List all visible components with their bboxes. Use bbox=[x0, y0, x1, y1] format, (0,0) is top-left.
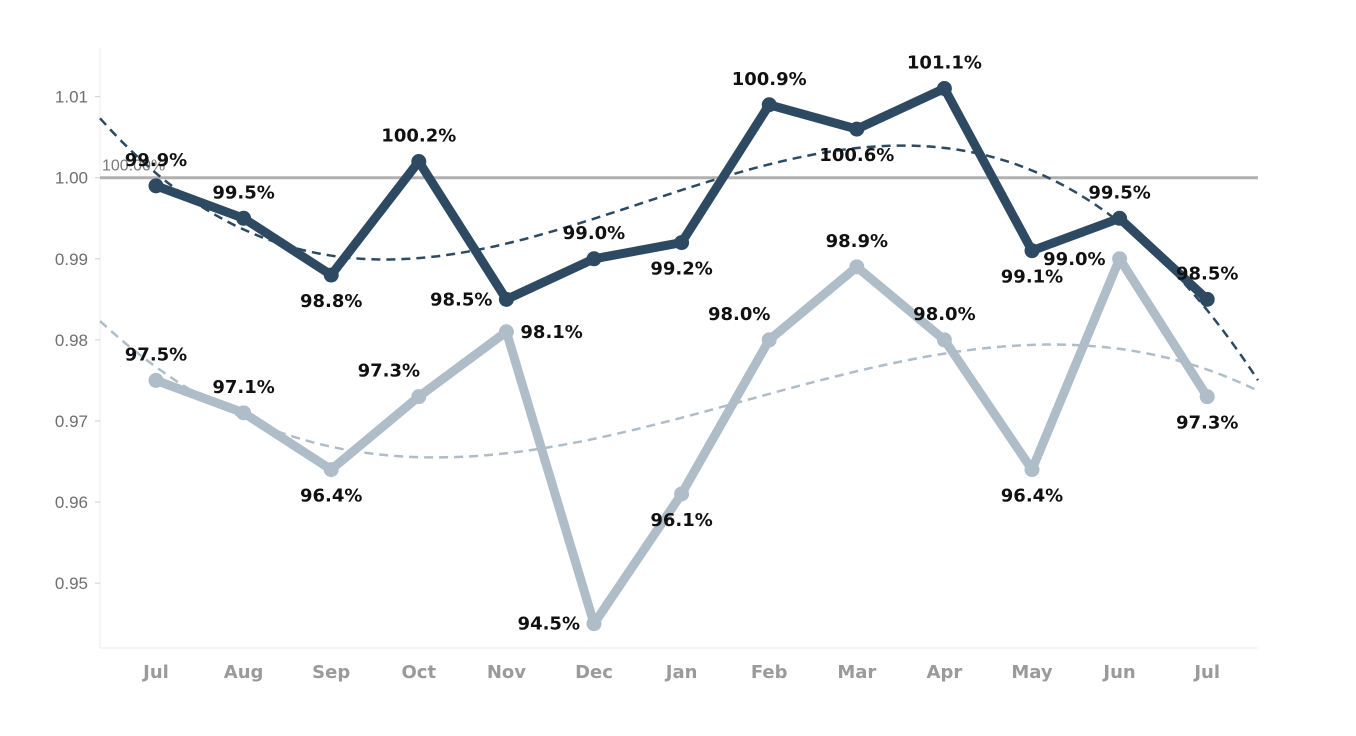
data-label: 97.3% bbox=[358, 361, 420, 382]
trend-line-1 bbox=[99, 117, 1260, 381]
data-label: 96.4% bbox=[300, 486, 362, 507]
x-tick-label: Aug bbox=[224, 662, 264, 683]
data-point bbox=[674, 235, 690, 251]
data-label: 98.9% bbox=[826, 231, 888, 252]
data-point bbox=[323, 267, 339, 283]
y-tick-label: 0.96 bbox=[55, 493, 88, 512]
data-label: 100.2% bbox=[381, 126, 456, 147]
x-tick-label: Apr bbox=[927, 662, 963, 683]
data-label: 97.1% bbox=[212, 377, 274, 398]
data-point bbox=[586, 251, 602, 267]
data-label: 98.0% bbox=[913, 304, 975, 325]
data-labels: 99.9% 99.5% 98.8% 100.2% 98.5% 99.0% 99.2% 100.… bbox=[125, 53, 1239, 635]
axes: 0.95 0.96 0.97 0.98 0.99 1.00 1.01 Jul Aug Sep Oct… bbox=[55, 48, 1258, 683]
y-tick-label: 1.01 bbox=[55, 88, 88, 107]
x-tick-label: Mar bbox=[837, 662, 876, 683]
data-label: 100.9% bbox=[732, 69, 807, 90]
data-point bbox=[323, 462, 339, 478]
data-point bbox=[761, 97, 777, 113]
y-tick-label: 0.99 bbox=[55, 250, 88, 269]
data-point bbox=[498, 324, 514, 340]
data-label: 98.0% bbox=[708, 304, 770, 325]
data-label: 99.0% bbox=[1043, 249, 1105, 270]
data-label: 97.5% bbox=[125, 344, 187, 365]
data-label: 98.1% bbox=[520, 322, 582, 343]
data-point bbox=[411, 389, 427, 405]
data-point bbox=[148, 372, 164, 388]
data-label: 96.1% bbox=[650, 510, 712, 531]
data-label: 101.1% bbox=[907, 53, 982, 74]
series-lines bbox=[148, 81, 1215, 632]
x-tick-label: Jun bbox=[1101, 662, 1135, 683]
x-tick-label: Sep bbox=[312, 662, 350, 683]
data-label: 99.5% bbox=[212, 182, 274, 203]
y-tick-label: 0.98 bbox=[55, 331, 88, 350]
reference-line-label: 100.00% bbox=[102, 158, 165, 175]
y-tick-label: 1.00 bbox=[55, 169, 88, 188]
data-label: 99.5% bbox=[1088, 182, 1150, 203]
x-tick-label: Jul bbox=[141, 662, 169, 683]
data-label: 94.5% bbox=[518, 614, 580, 635]
reference-line-group: 100.00% bbox=[100, 158, 1258, 180]
data-point bbox=[1199, 389, 1215, 405]
data-point bbox=[1112, 251, 1128, 267]
data-point bbox=[674, 486, 690, 502]
data-label: 97.3% bbox=[1176, 413, 1238, 434]
x-tick-label: Dec bbox=[575, 662, 613, 683]
x-tick-label: Feb bbox=[751, 662, 788, 683]
data-point bbox=[936, 81, 952, 97]
x-tick-label: Jan bbox=[664, 662, 698, 683]
data-point bbox=[1112, 210, 1128, 226]
x-tick-label: May bbox=[1011, 662, 1053, 683]
data-point bbox=[761, 332, 777, 348]
x-tick-label: Nov bbox=[487, 662, 526, 683]
data-label: 100.6% bbox=[819, 145, 894, 166]
data-point bbox=[1199, 291, 1215, 307]
data-label: 99.9% bbox=[125, 150, 187, 171]
data-label: 96.4% bbox=[1001, 486, 1063, 507]
data-point bbox=[849, 259, 865, 275]
data-point bbox=[411, 154, 427, 170]
y-tick-label: 0.97 bbox=[55, 412, 88, 431]
data-label: 99.1% bbox=[1001, 267, 1063, 288]
data-point bbox=[148, 178, 164, 194]
data-label: 99.2% bbox=[650, 259, 712, 280]
data-point bbox=[936, 332, 952, 348]
data-point bbox=[1024, 243, 1040, 259]
data-point bbox=[236, 405, 252, 421]
data-label: 99.0% bbox=[563, 223, 625, 244]
data-point bbox=[1024, 462, 1040, 478]
x-tick-label: Jul bbox=[1192, 662, 1220, 683]
data-label: 98.5% bbox=[430, 289, 492, 310]
data-label: 98.8% bbox=[300, 291, 362, 312]
data-point bbox=[586, 616, 602, 632]
y-tick-label: 0.95 bbox=[55, 574, 88, 593]
data-label: 98.5% bbox=[1176, 263, 1238, 284]
trend-line-2 bbox=[99, 320, 1259, 459]
data-point bbox=[498, 291, 514, 307]
x-tick-label: Oct bbox=[402, 662, 437, 683]
data-point bbox=[849, 121, 865, 137]
trend-lines bbox=[99, 117, 1260, 459]
data-point bbox=[236, 210, 252, 226]
series-line-2 bbox=[151, 254, 1212, 629]
